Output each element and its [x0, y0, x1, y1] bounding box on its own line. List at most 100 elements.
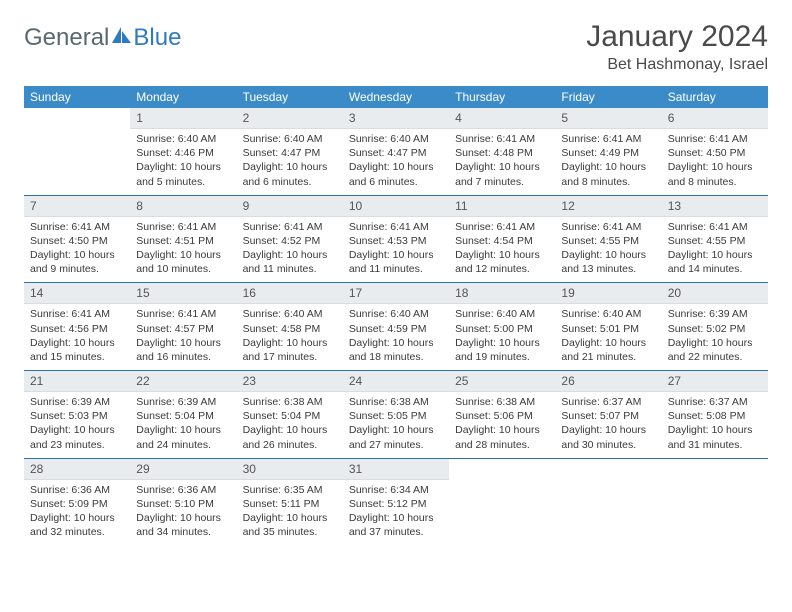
- day-daylight1: Daylight: 10 hours: [136, 511, 230, 525]
- calendar-week-row: 14Sunrise: 6:41 AMSunset: 4:56 PMDayligh…: [24, 283, 768, 371]
- calendar-day-cell: 5Sunrise: 6:41 AMSunset: 4:49 PMDaylight…: [555, 108, 661, 195]
- day-number: 2: [237, 108, 343, 129]
- day-daylight2: and 14 minutes.: [668, 262, 762, 276]
- calendar-day-cell: 30Sunrise: 6:35 AMSunset: 5:11 PMDayligh…: [237, 458, 343, 545]
- day-number: 18: [449, 283, 555, 304]
- day-data: Sunrise: 6:36 AMSunset: 5:09 PMDaylight:…: [24, 480, 130, 546]
- weekday-header: Wednesday: [343, 86, 449, 108]
- calendar-day-cell: 16Sunrise: 6:40 AMSunset: 4:58 PMDayligh…: [237, 283, 343, 371]
- day-daylight2: and 37 minutes.: [349, 525, 443, 539]
- day-sunset: Sunset: 5:04 PM: [243, 409, 337, 423]
- day-daylight1: Daylight: 10 hours: [30, 423, 124, 437]
- day-daylight1: Daylight: 10 hours: [243, 423, 337, 437]
- day-sunrise: Sunrise: 6:39 AM: [30, 395, 124, 409]
- day-sunset: Sunset: 4:47 PM: [243, 146, 337, 160]
- day-number: 8: [130, 196, 236, 217]
- day-daylight2: and 24 minutes.: [136, 438, 230, 452]
- day-daylight2: and 10 minutes.: [136, 262, 230, 276]
- day-data: Sunrise: 6:39 AMSunset: 5:03 PMDaylight:…: [24, 392, 130, 458]
- day-data: Sunrise: 6:40 AMSunset: 4:59 PMDaylight:…: [343, 304, 449, 370]
- calendar-week-row: 28Sunrise: 6:36 AMSunset: 5:09 PMDayligh…: [24, 458, 768, 545]
- day-sunset: Sunset: 4:50 PM: [668, 146, 762, 160]
- calendar-day-cell: 11Sunrise: 6:41 AMSunset: 4:54 PMDayligh…: [449, 195, 555, 283]
- day-daylight1: Daylight: 10 hours: [349, 423, 443, 437]
- calendar-day-cell: 8Sunrise: 6:41 AMSunset: 4:51 PMDaylight…: [130, 195, 236, 283]
- day-sunset: Sunset: 5:10 PM: [136, 497, 230, 511]
- location: Bet Hashmonay, Israel: [586, 56, 768, 74]
- calendar-day-cell: [24, 108, 130, 195]
- calendar-day-cell: 24Sunrise: 6:38 AMSunset: 5:05 PMDayligh…: [343, 371, 449, 459]
- calendar-day-cell: 22Sunrise: 6:39 AMSunset: 5:04 PMDayligh…: [130, 371, 236, 459]
- day-daylight2: and 6 minutes.: [243, 175, 337, 189]
- day-sunset: Sunset: 5:04 PM: [136, 409, 230, 423]
- day-sunrise: Sunrise: 6:40 AM: [349, 132, 443, 146]
- day-number: 21: [24, 371, 130, 392]
- title-block: January 2024 Bet Hashmonay, Israel: [586, 20, 768, 74]
- calendar-day-cell: 31Sunrise: 6:34 AMSunset: 5:12 PMDayligh…: [343, 458, 449, 545]
- day-daylight2: and 8 minutes.: [668, 175, 762, 189]
- calendar-day-cell: 6Sunrise: 6:41 AMSunset: 4:50 PMDaylight…: [662, 108, 768, 195]
- day-sunset: Sunset: 4:57 PM: [136, 322, 230, 336]
- day-sunset: Sunset: 5:07 PM: [561, 409, 655, 423]
- day-sunset: Sunset: 5:02 PM: [668, 322, 762, 336]
- calendar-week-row: 1Sunrise: 6:40 AMSunset: 4:46 PMDaylight…: [24, 108, 768, 195]
- day-daylight2: and 22 minutes.: [668, 350, 762, 364]
- day-data: Sunrise: 6:37 AMSunset: 5:08 PMDaylight:…: [662, 392, 768, 458]
- day-daylight2: and 8 minutes.: [561, 175, 655, 189]
- calendar-day-cell: 2Sunrise: 6:40 AMSunset: 4:47 PMDaylight…: [237, 108, 343, 195]
- calendar-day-cell: [662, 458, 768, 545]
- day-daylight2: and 13 minutes.: [561, 262, 655, 276]
- calendar-day-cell: 28Sunrise: 6:36 AMSunset: 5:09 PMDayligh…: [24, 458, 130, 545]
- day-number: 12: [555, 196, 661, 217]
- calendar-day-cell: 23Sunrise: 6:38 AMSunset: 5:04 PMDayligh…: [237, 371, 343, 459]
- day-sunset: Sunset: 4:55 PM: [561, 234, 655, 248]
- day-daylight1: Daylight: 10 hours: [561, 336, 655, 350]
- day-number: 22: [130, 371, 236, 392]
- day-daylight1: Daylight: 10 hours: [668, 336, 762, 350]
- calendar-day-cell: 3Sunrise: 6:40 AMSunset: 4:47 PMDaylight…: [343, 108, 449, 195]
- day-daylight1: Daylight: 10 hours: [668, 248, 762, 262]
- day-data: Sunrise: 6:41 AMSunset: 4:57 PMDaylight:…: [130, 304, 236, 370]
- day-daylight1: Daylight: 10 hours: [243, 511, 337, 525]
- day-daylight2: and 17 minutes.: [243, 350, 337, 364]
- day-daylight2: and 11 minutes.: [349, 262, 443, 276]
- day-sunset: Sunset: 5:11 PM: [243, 497, 337, 511]
- day-sunset: Sunset: 5:00 PM: [455, 322, 549, 336]
- day-sunset: Sunset: 5:09 PM: [30, 497, 124, 511]
- day-daylight2: and 18 minutes.: [349, 350, 443, 364]
- calendar-day-cell: [555, 458, 661, 545]
- calendar-day-cell: 25Sunrise: 6:38 AMSunset: 5:06 PMDayligh…: [449, 371, 555, 459]
- day-sunset: Sunset: 4:53 PM: [349, 234, 443, 248]
- weekday-header: Saturday: [662, 86, 768, 108]
- day-sunset: Sunset: 4:58 PM: [243, 322, 337, 336]
- day-data: Sunrise: 6:38 AMSunset: 5:04 PMDaylight:…: [237, 392, 343, 458]
- day-sunrise: Sunrise: 6:37 AM: [561, 395, 655, 409]
- day-sunset: Sunset: 5:12 PM: [349, 497, 443, 511]
- weekday-header: Friday: [555, 86, 661, 108]
- calendar-day-cell: 15Sunrise: 6:41 AMSunset: 4:57 PMDayligh…: [130, 283, 236, 371]
- day-number: 29: [130, 459, 236, 480]
- day-sunrise: Sunrise: 6:41 AM: [30, 307, 124, 321]
- day-data: Sunrise: 6:37 AMSunset: 5:07 PMDaylight:…: [555, 392, 661, 458]
- day-sunset: Sunset: 4:49 PM: [561, 146, 655, 160]
- day-sunrise: Sunrise: 6:41 AM: [668, 132, 762, 146]
- day-sunrise: Sunrise: 6:39 AM: [136, 395, 230, 409]
- day-sunrise: Sunrise: 6:41 AM: [136, 220, 230, 234]
- day-daylight1: Daylight: 10 hours: [243, 336, 337, 350]
- day-data: Sunrise: 6:40 AMSunset: 4:47 PMDaylight:…: [343, 129, 449, 195]
- calendar-day-cell: [449, 458, 555, 545]
- day-number: 4: [449, 108, 555, 129]
- day-daylight2: and 11 minutes.: [243, 262, 337, 276]
- weekday-header: Thursday: [449, 86, 555, 108]
- day-number: 23: [237, 371, 343, 392]
- day-number: 19: [555, 283, 661, 304]
- day-data: Sunrise: 6:40 AMSunset: 5:01 PMDaylight:…: [555, 304, 661, 370]
- calendar-day-cell: 9Sunrise: 6:41 AMSunset: 4:52 PMDaylight…: [237, 195, 343, 283]
- day-data: Sunrise: 6:40 AMSunset: 5:00 PMDaylight:…: [449, 304, 555, 370]
- day-daylight1: Daylight: 10 hours: [349, 248, 443, 262]
- weekday-header: Monday: [130, 86, 236, 108]
- day-sunset: Sunset: 4:51 PM: [136, 234, 230, 248]
- day-daylight2: and 15 minutes.: [30, 350, 124, 364]
- calendar-day-cell: 27Sunrise: 6:37 AMSunset: 5:08 PMDayligh…: [662, 371, 768, 459]
- month-title: January 2024: [586, 20, 768, 54]
